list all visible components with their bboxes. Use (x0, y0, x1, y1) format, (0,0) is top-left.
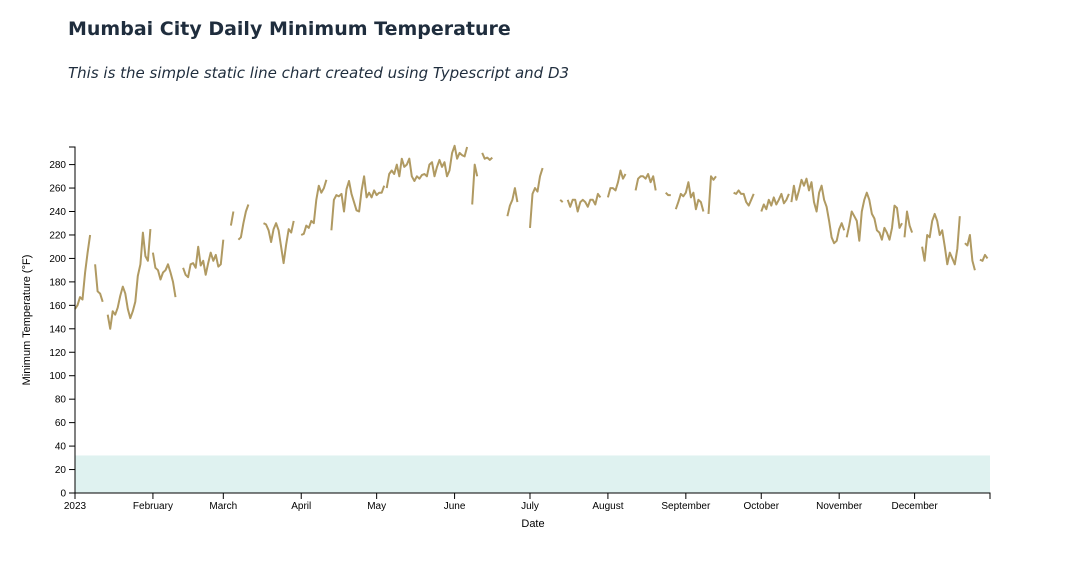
y-tick: 280 (49, 160, 75, 171)
y-tick-label: 0 (60, 489, 66, 500)
series-line (566, 192, 602, 213)
y-tick-label: 60 (55, 418, 67, 429)
y-tick-label: 220 (49, 230, 66, 241)
x-tick: June (444, 493, 466, 512)
series-line (385, 144, 469, 189)
y-tick-label: 100 (49, 371, 66, 382)
series-line (506, 187, 519, 217)
series-line (237, 204, 250, 241)
y-tick-label: 280 (49, 160, 66, 171)
series-line (903, 210, 914, 238)
x-tick-label: June (444, 501, 466, 512)
x-tick: December (892, 493, 939, 512)
y-tick-label: 40 (55, 442, 67, 453)
y-tick-label: 120 (49, 348, 66, 359)
y-tick: 220 (49, 230, 75, 241)
x-tick: May (367, 493, 386, 512)
y-tick-label: 160 (49, 301, 66, 312)
page-title: Mumbai City Daily Minimum Temperature (68, 18, 511, 40)
x-tick-label: November (816, 501, 863, 512)
x-tick: March (209, 493, 237, 512)
x-tick: September (661, 493, 711, 512)
series-line (760, 192, 790, 212)
x-tick-label: July (521, 501, 539, 512)
y-tick: 60 (55, 418, 75, 429)
y-tick-label: 20 (55, 465, 67, 476)
series-line (845, 191, 903, 242)
x-tick-label: 2023 (64, 501, 87, 512)
series-line (471, 163, 479, 205)
highlight-band (75, 455, 990, 493)
x-tick-label: May (367, 501, 386, 512)
y-axis-domain (69, 146, 76, 494)
y-tick: 100 (49, 371, 75, 382)
y-tick: 0 (60, 489, 75, 500)
y-tick-label: 140 (49, 324, 66, 335)
y-tick: 200 (49, 254, 75, 265)
y-tick-label: 240 (49, 207, 66, 218)
y-tick: 260 (49, 184, 75, 195)
series-line (300, 179, 328, 236)
x-tick: 2023 (64, 493, 87, 512)
y-axis: 0 20 40 60 80 100 120 140 160 180 200 220 240 260 280 (49, 146, 76, 500)
x-axis-label: Date (521, 518, 544, 530)
series-line (182, 239, 225, 279)
series-line (263, 220, 295, 265)
series-line (707, 175, 717, 214)
x-tick-label: April (291, 501, 311, 512)
y-tick: 180 (49, 277, 75, 288)
y-tick: 160 (49, 301, 75, 312)
x-tick: April (291, 493, 311, 512)
series-line (330, 175, 386, 231)
series-line (481, 152, 493, 161)
y-tick: 140 (49, 324, 75, 335)
y-tick: 80 (55, 395, 75, 406)
x-tick-label: August (592, 501, 623, 512)
x-axis: 2023 February March April May June July August S… (64, 492, 991, 512)
y-tick: 120 (49, 348, 75, 359)
x-tick-label: December (892, 501, 939, 512)
x-tick-label: October (743, 501, 779, 512)
y-tick: 20 (55, 465, 75, 476)
series-line (790, 177, 846, 245)
x-axis-domain (74, 492, 991, 499)
series-line (94, 264, 104, 303)
y-axis-label: Minimum Temperature (°F) (21, 255, 33, 386)
series-line (634, 173, 657, 191)
series-line (74, 234, 92, 310)
y-tick-label: 200 (49, 254, 66, 265)
y-tick-label: 260 (49, 184, 66, 195)
x-tick: October (743, 493, 780, 512)
page-subtitle: This is the simple static line chart cre… (68, 64, 570, 82)
y-tick: 240 (49, 207, 75, 218)
series-line (674, 181, 705, 212)
series-line (979, 253, 989, 262)
series-line (559, 199, 564, 203)
series-line (606, 169, 627, 198)
series-line (733, 189, 755, 207)
series-line (921, 212, 961, 266)
series-line (529, 167, 544, 228)
x-tick: August (592, 493, 624, 512)
series-line (151, 252, 177, 298)
x-tick-label: March (209, 501, 237, 512)
x-tick: February (133, 493, 173, 512)
x-tick-label: September (661, 501, 711, 512)
y-tick: 40 (55, 442, 75, 453)
series-line (665, 191, 671, 197)
y-tick-label: 80 (55, 395, 67, 406)
x-tick: July (521, 493, 539, 512)
y-tick-label: 180 (49, 277, 66, 288)
series-layer (74, 144, 989, 330)
series-line (106, 229, 152, 330)
x-tick-label: February (133, 501, 173, 512)
x-tick: November (816, 493, 863, 512)
series-line (964, 234, 976, 271)
series-line (229, 211, 235, 226)
